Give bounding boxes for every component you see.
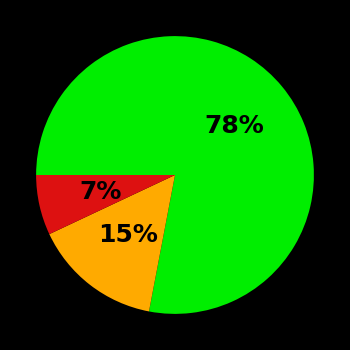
Text: 78%: 78% bbox=[204, 114, 264, 138]
Wedge shape bbox=[49, 175, 175, 312]
Wedge shape bbox=[36, 36, 314, 314]
Wedge shape bbox=[36, 175, 175, 234]
Text: 15%: 15% bbox=[98, 223, 158, 247]
Text: 7%: 7% bbox=[79, 180, 122, 204]
